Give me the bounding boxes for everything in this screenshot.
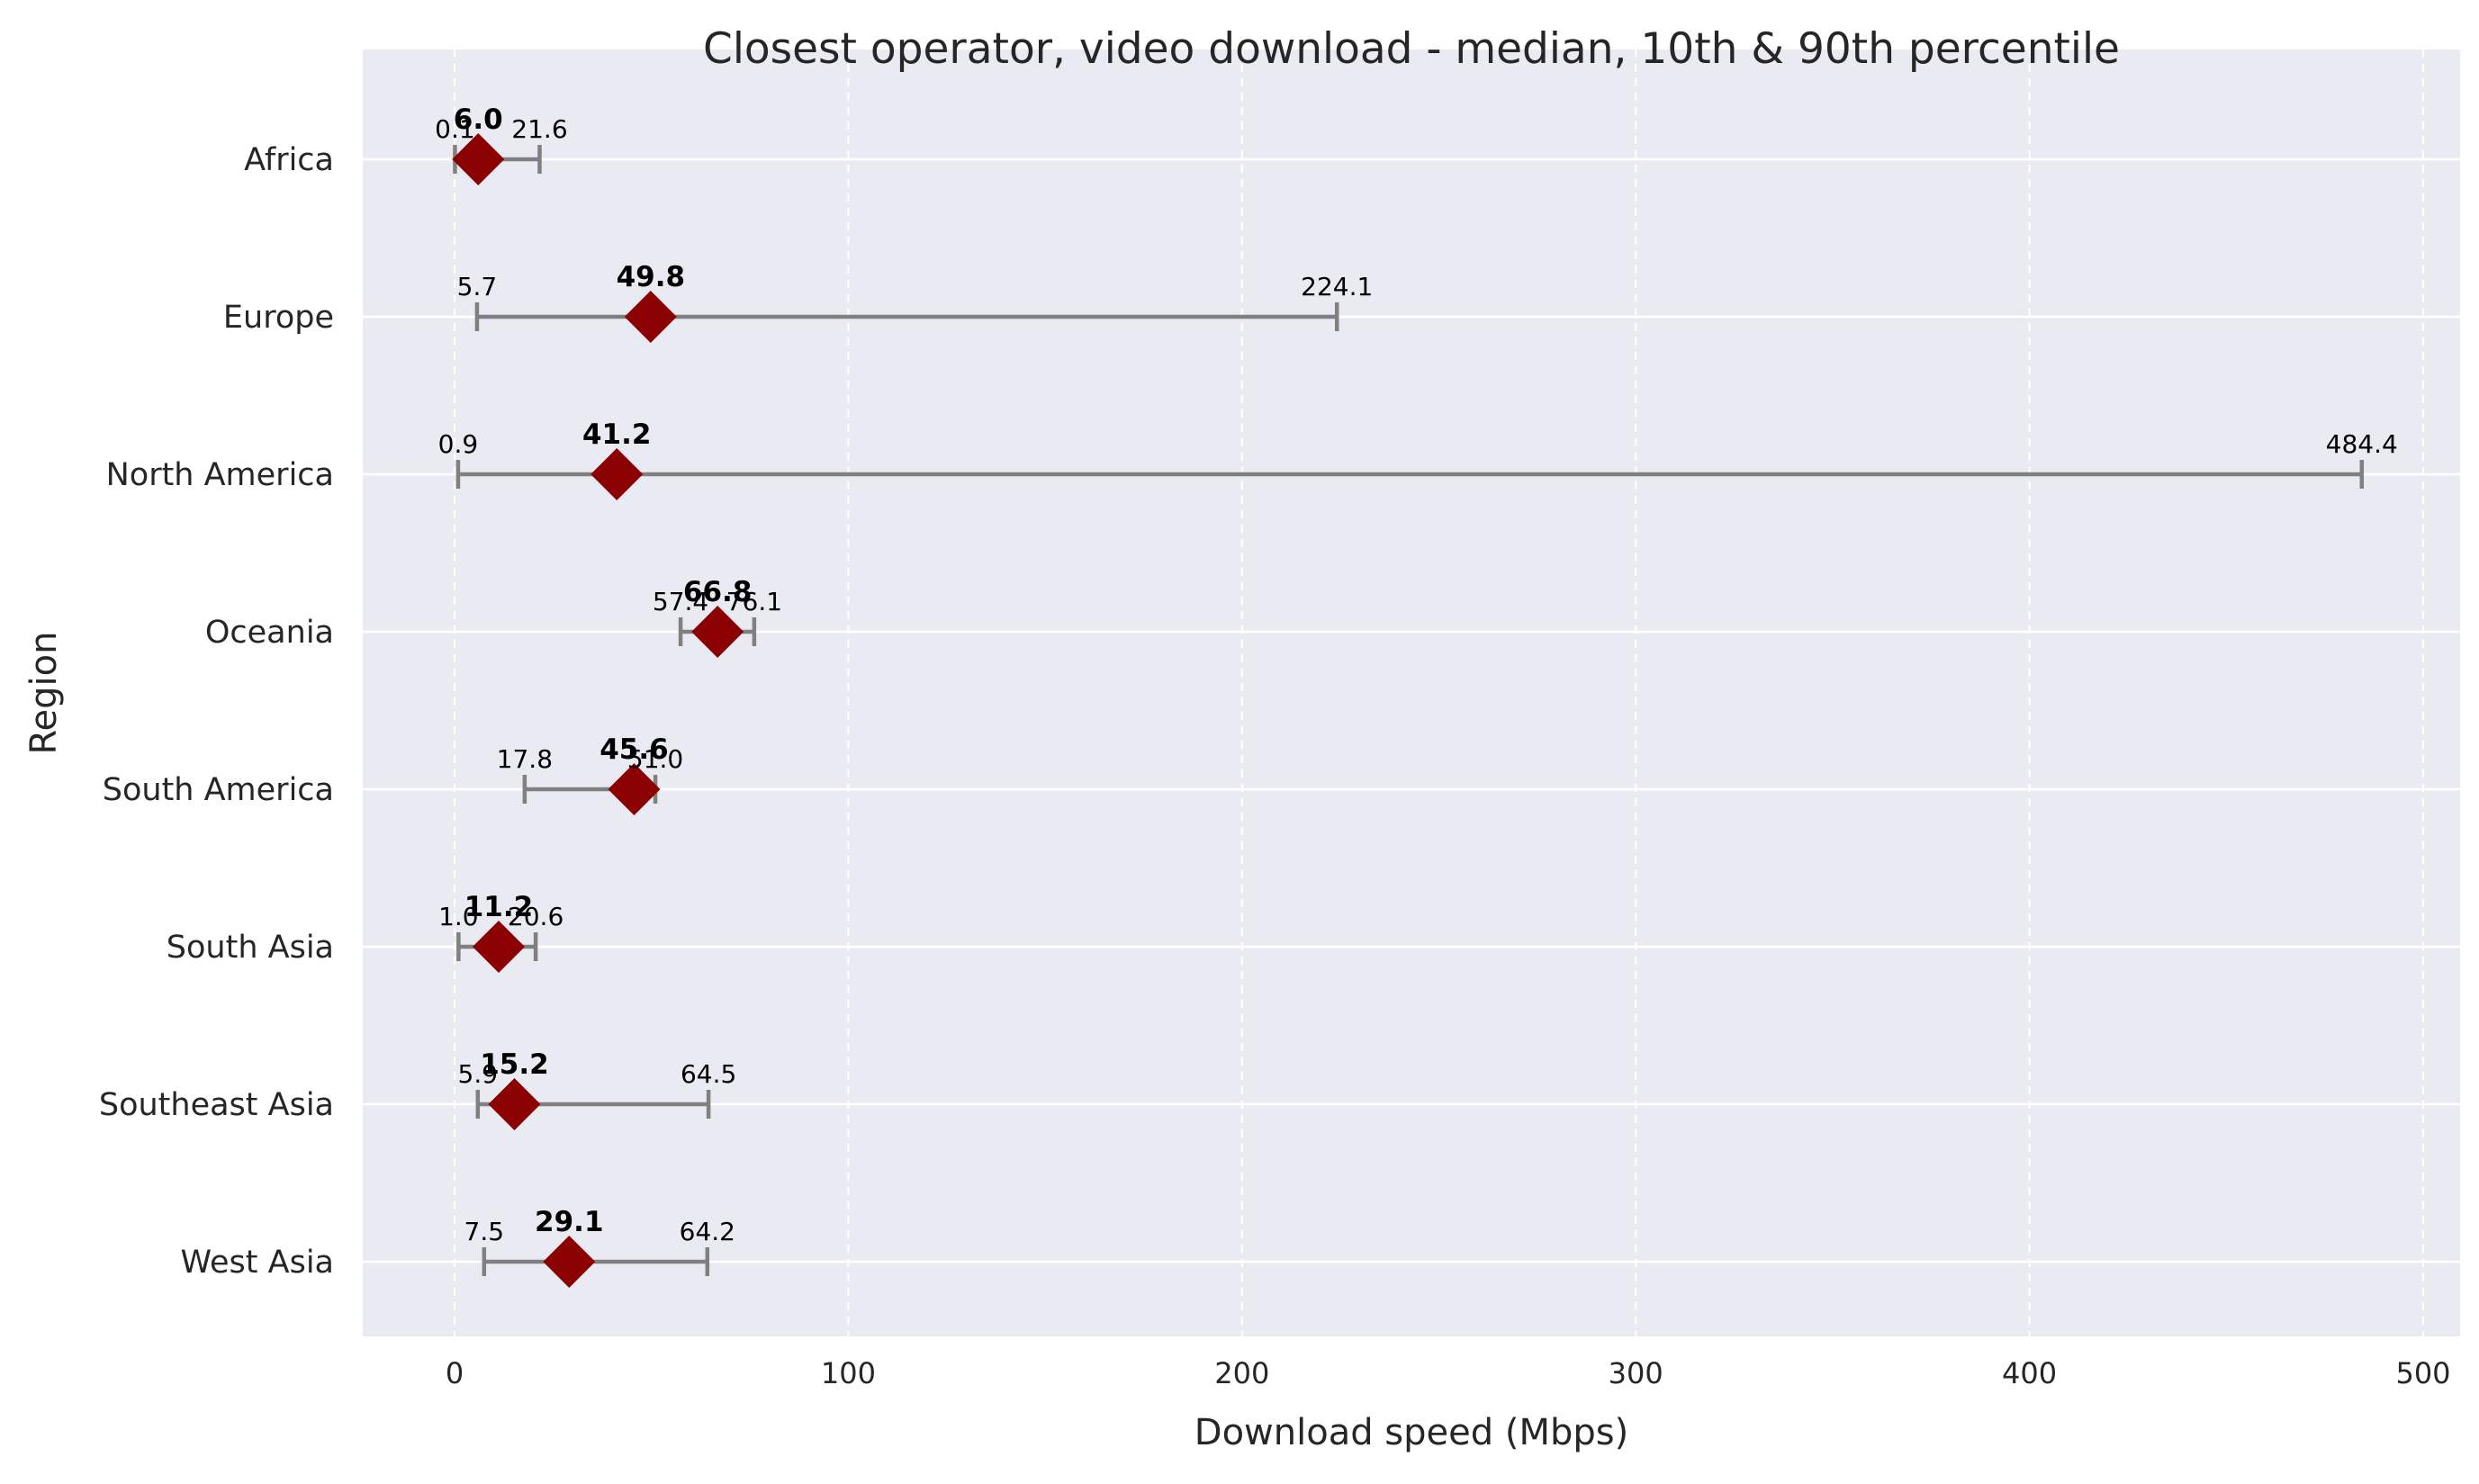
- median-marker: [452, 133, 505, 185]
- grid: [363, 49, 2460, 1336]
- x-tick-label: 0: [446, 1356, 464, 1390]
- median-marker: [624, 291, 677, 343]
- x-tick-label: 200: [1214, 1356, 1269, 1390]
- p10-label: 5.9: [458, 1059, 499, 1089]
- median-marker: [691, 606, 744, 658]
- median-marker: [488, 1078, 541, 1130]
- plot-area: [363, 49, 2460, 1336]
- y-tick-label: North America: [106, 457, 334, 493]
- y-tick-label: Europe: [223, 300, 334, 336]
- x-tick-label: 300: [1609, 1356, 1663, 1390]
- y-tick-label: Oceania: [205, 615, 334, 651]
- median-marker: [543, 1236, 596, 1288]
- y-tick-labels: Africa Europe North America Oceania South Am…: [99, 142, 334, 1281]
- median-label: 66.8: [683, 576, 753, 608]
- p90-label: 64.2: [680, 1217, 735, 1246]
- median-label: 29.1: [535, 1206, 604, 1238]
- median-label: 15.2: [480, 1048, 549, 1081]
- y-tick-label: South America: [103, 772, 334, 808]
- median-label: 41.2: [582, 418, 652, 451]
- p10-label: 0.1: [435, 114, 475, 144]
- p90-label: 51.0: [627, 744, 683, 774]
- p90-label: 21.6: [511, 114, 567, 144]
- p10-label: 7.5: [464, 1217, 505, 1246]
- p90-label: 484.4: [2326, 429, 2398, 459]
- p90-label: 224.1: [1301, 272, 1373, 301]
- x-tick-label: 500: [2395, 1356, 2450, 1390]
- p90-label: 76.1: [726, 587, 782, 616]
- p10-label: 0.9: [438, 429, 479, 459]
- p10-label: 5.7: [457, 272, 498, 301]
- x-tick-labels: 0 100 200 300 400 500: [446, 1356, 2451, 1390]
- p90-label: 64.5: [681, 1059, 736, 1089]
- p90-label: 20.6: [508, 902, 563, 931]
- y-axis-label: Region: [23, 632, 65, 755]
- p10-label: 57.4: [653, 587, 708, 616]
- median-label: 11.2: [464, 891, 534, 923]
- median-label: 45.6: [599, 733, 669, 766]
- p10-label: 1.0: [438, 902, 479, 931]
- y-tick-label: Africa: [244, 142, 334, 178]
- x-tick-label: 100: [821, 1356, 876, 1390]
- median-markers: [452, 133, 744, 1288]
- median-marker: [608, 763, 661, 815]
- chart-title: Closest operator, video download - media…: [703, 24, 2120, 74]
- y-tick-label: South Asia: [167, 930, 334, 966]
- median-marker: [472, 921, 525, 973]
- x-axis-label: Download speed (Mbps): [1194, 1412, 1628, 1453]
- y-tick-label: West Asia: [180, 1245, 334, 1281]
- median-label: 49.8: [617, 261, 686, 293]
- p10-label: 17.8: [497, 744, 553, 774]
- value-labels: 0.1 21.6 6.0 5.7 224.1 49.8 0.9 484.4 41.2 57.4 76…: [435, 103, 2398, 1246]
- y-tick-label: Southeast Asia: [99, 1087, 334, 1123]
- x-tick-label: 400: [2002, 1356, 2057, 1390]
- median-marker: [590, 448, 644, 500]
- median-label: 6.0: [454, 103, 503, 136]
